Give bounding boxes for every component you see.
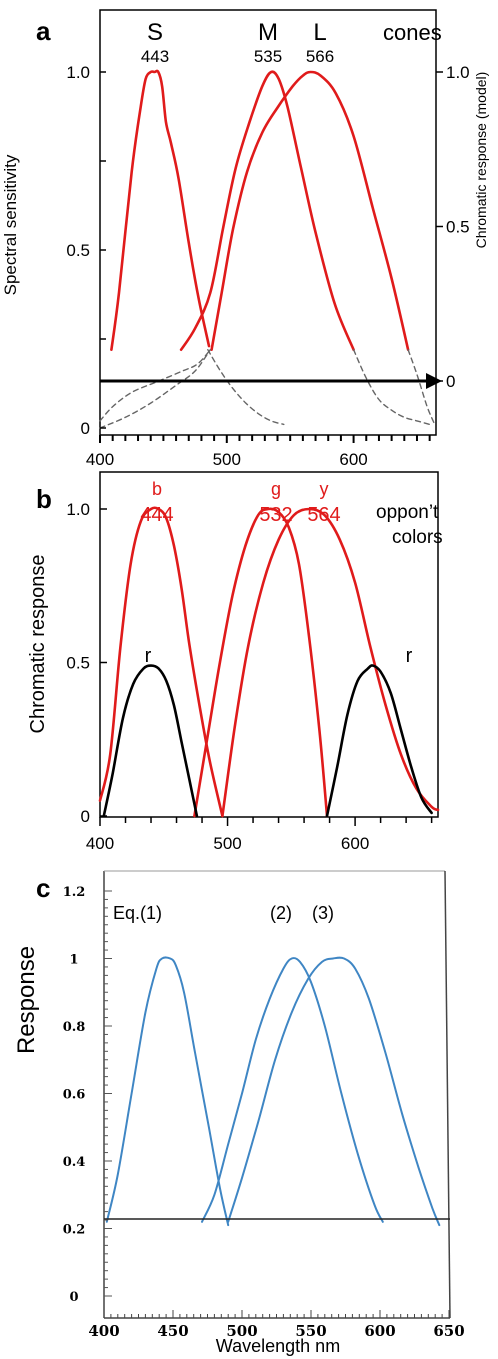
x-tick-label: 400 (86, 450, 114, 469)
panel-a-curves (99, 69, 436, 429)
panel-a-xaxis: 400 500 600 (86, 435, 431, 469)
series-l-line (210, 70, 410, 351)
series-r-right-line (325, 664, 433, 818)
x-tick-label: 400 (86, 834, 114, 853)
panel-b-r-label-right: r (406, 645, 413, 667)
y-tick-label: 0 (81, 807, 90, 826)
y-tick-label: 1.2 (63, 885, 86, 900)
panel-a-ylabel: Spectral sensitivity (1, 154, 20, 295)
panel-b-peak-labels: b 444 g 532 y 564 (140, 479, 340, 526)
arrowhead-icon (426, 373, 442, 389)
panel-c-curve-label-1: Eq.(1) (113, 903, 162, 923)
y-tick-label: 0.4 (63, 1155, 86, 1170)
series-b-line (98, 506, 224, 818)
y-tick-label: 1.0 (66, 500, 90, 519)
panel-a-label: a (36, 16, 51, 46)
peak-name-label: y (320, 479, 329, 499)
series-eq-1--line (105, 956, 230, 1227)
series-g-line (193, 507, 329, 818)
x-tick-label: 400 (88, 1322, 119, 1340)
x-tick-label: 500 (226, 1322, 257, 1340)
peak-name-label: M (258, 19, 278, 46)
peak-value-label: 443 (141, 47, 169, 66)
panel-c-xaxis: 400 450 500 550 600 650 (88, 1310, 465, 1340)
panel-c-curves (105, 956, 441, 1227)
right-y-tick-label: 1.0 (446, 63, 470, 82)
panel-c-curve-label-3: (3) (312, 903, 334, 923)
peak-value-label: 564 (307, 504, 340, 526)
y-tick-label: 1 (69, 953, 78, 968)
panel-b-yaxis: 0 0.5 1.0 (66, 500, 107, 826)
series--2--line (201, 957, 384, 1223)
right-y-tick-label: 0 (446, 372, 455, 391)
x-tick-label: 600 (339, 450, 367, 469)
peak-name-label: S (147, 19, 163, 46)
panel-a-frame (99, 9, 437, 436)
panel-b-ylabel: Chromatic response (27, 555, 49, 734)
series--3--line (227, 956, 441, 1227)
x-tick-label: 600 (341, 834, 369, 853)
x-tick-label: 600 (364, 1322, 395, 1340)
panel-c-yaxis: 0 0.2 0.4 0.6 0.8 1 1.2 (63, 885, 112, 1305)
panel-b-xaxis: 400 500 600 (86, 817, 433, 853)
peak-name-label: L (313, 19, 326, 46)
series-m-left-tail-line (99, 349, 211, 429)
panel-b-r-label-left: r (145, 645, 152, 667)
peak-value-label: 566 (306, 47, 334, 66)
panel-b-label: b (36, 484, 52, 514)
peak-value-label: 535 (254, 47, 282, 66)
y-tick-label: 0.5 (66, 241, 90, 260)
x-tick-label: 650 (433, 1322, 464, 1340)
peak-name-label: g (271, 479, 281, 499)
panel-a-yaxis: 0 0.5 1.0 (66, 63, 106, 438)
series-l-tail-line (352, 349, 431, 426)
panel-b-frame (99, 471, 439, 818)
x-tick-label: 500 (213, 834, 241, 853)
panel-b: b 400 500 600 0 0.5 1.0 Chromatic response o… (27, 471, 443, 853)
panel-a-legend-note: cones (383, 20, 442, 45)
panel-c: c 400 450 500 550 600 650 0 0.2 0.4 0.6 0.8 1 1.2 W… (13, 870, 465, 1356)
y-tick-label: 1.0 (66, 63, 90, 82)
peak-name-label: b (152, 479, 162, 499)
panel-c-xlabel: Wavelength nm (216, 1336, 340, 1356)
panel-c-right-border (444, 870, 451, 1319)
y-tick-label: 0.5 (66, 654, 90, 673)
y-tick-label: 0.8 (63, 1020, 86, 1035)
y-tick-label: 0 (81, 419, 90, 438)
series-s-tail-line (207, 349, 285, 426)
y-tick-label: 0.2 (63, 1223, 86, 1238)
panel-c-ylabel: Response (13, 946, 40, 1054)
series-r-left-line (102, 664, 199, 818)
panel-a-right-yaxis: 0 0.5 1.0 (436, 63, 470, 391)
series-l-right-tail-line (407, 349, 436, 426)
peak-value-label: 532 (259, 504, 292, 526)
y-tick-label: 0 (69, 1290, 78, 1305)
panel-a-right-ylabel: Chromatic response (model) (473, 72, 489, 249)
panel-a: a 400 500 600 0 0.5 1.0 0 0.5 1.0 Spectral sen… (1, 9, 489, 469)
panel-b-curves (98, 506, 440, 818)
x-tick-label: 450 (157, 1322, 188, 1340)
series-m-right-tail-line (99, 349, 211, 422)
series-s-line (110, 69, 211, 351)
series-m-line (179, 70, 355, 351)
panel-b-legend-note-line2: colors (392, 527, 443, 548)
y-tick-label: 0.6 (63, 1088, 86, 1103)
right-y-tick-label: 0.5 (446, 218, 470, 237)
panel-c-label: c (36, 873, 50, 903)
panel-b-legend-note-line1: oppon’t (376, 502, 439, 523)
x-tick-label: 550 (295, 1322, 326, 1340)
panel-c-curve-label-2: (2) (270, 903, 292, 923)
x-tick-label: 500 (213, 450, 241, 469)
peak-value-label: 444 (140, 504, 173, 526)
series-y-line (221, 507, 440, 818)
